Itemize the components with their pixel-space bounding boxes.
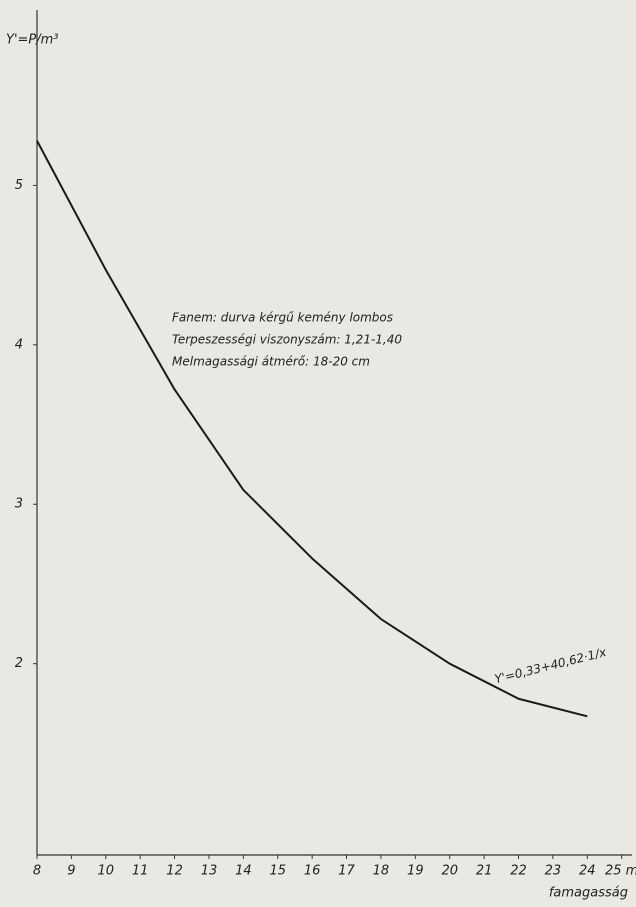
x-tick-label: 8: [33, 864, 41, 879]
y-tick-label: 4: [15, 337, 23, 352]
x-tick-label: 19: [407, 864, 424, 879]
x-tick-label: 20: [441, 864, 458, 879]
y-tick-label: 3: [15, 497, 23, 512]
x-tick-label: 23: [545, 864, 562, 879]
annotation: Terpeszességi viszonyszám: 1,21-1,40: [172, 333, 402, 347]
curve: [36, 140, 588, 718]
x-tick-label: 9: [67, 864, 75, 879]
x-tick-label: 10: [98, 864, 115, 879]
x-tick-label: 24: [579, 864, 596, 879]
x-tick-label: 11: [132, 864, 149, 879]
y-tick-label: 2: [15, 656, 23, 671]
x-tick-label: 14: [235, 864, 252, 879]
x-tick-label: 13: [201, 864, 218, 879]
x-tick-label: 17: [338, 864, 355, 879]
x-tick-label: 18: [373, 864, 390, 879]
equation: Y'=0,33+40,62·1/x: [493, 645, 608, 686]
x-tick-label: 21: [476, 864, 493, 879]
x-axis-label: famagasság: [549, 886, 628, 901]
annotation: Fanem: durva kérgű kemény lombos: [172, 311, 393, 325]
x-tick-label: 12: [166, 864, 183, 879]
x-tick-label: 16: [304, 864, 321, 879]
annotation: Melmagassági átmérő: 18-20 cm: [172, 355, 370, 369]
y-axis-label: Y'=P/m³: [6, 33, 59, 48]
y-tick-label: 5: [15, 178, 23, 193]
x-tick-label: 15: [269, 864, 286, 879]
x-tick-label: 25 m: [605, 864, 636, 879]
x-tick-label: 22: [510, 864, 527, 879]
